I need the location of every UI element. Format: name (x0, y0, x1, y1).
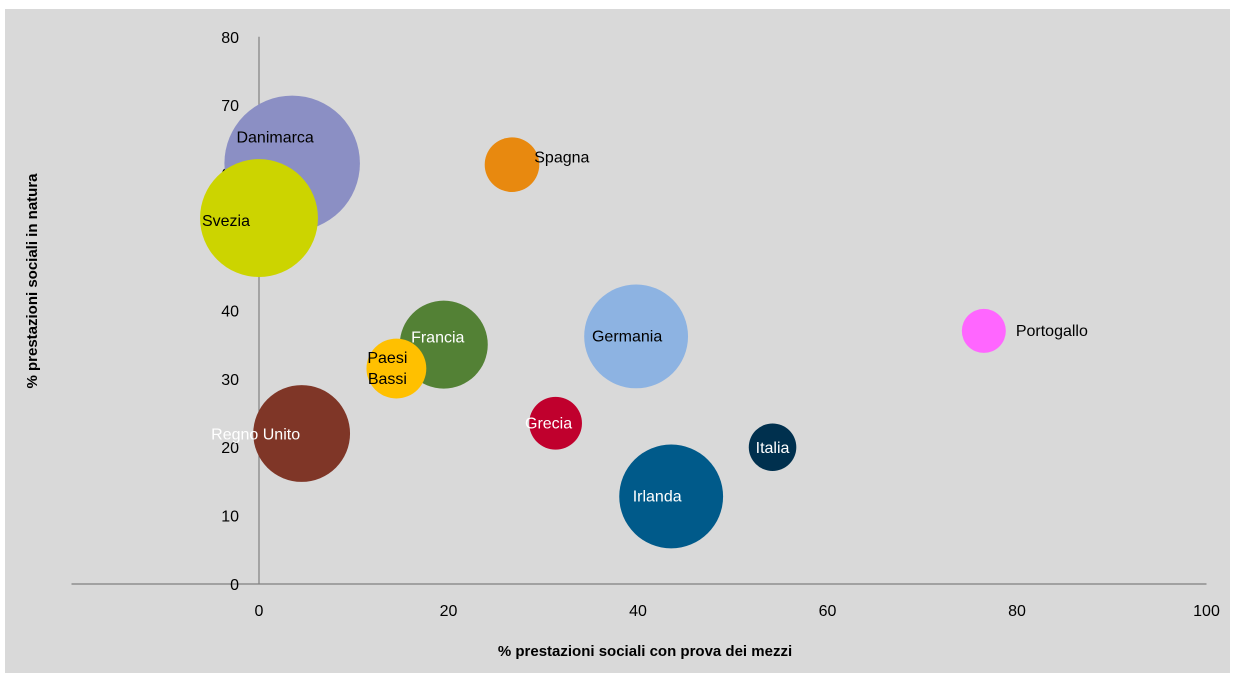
bubbles (200, 95, 1006, 549)
x-tick-label: 100 (1193, 603, 1220, 620)
y-tick-label: 20 (221, 440, 239, 457)
bubble-chart: 02040608010001020304050607080 DanimarcaS… (24, 30, 1220, 660)
label-danimarca: Danimarca (236, 129, 313, 146)
y-tick-label: 40 (221, 303, 239, 320)
x-tick-label: 0 (255, 603, 264, 620)
y-tick-label: 80 (221, 30, 239, 47)
label-spagna: Spagna (534, 150, 589, 167)
label-irlanda: Irlanda (633, 488, 682, 505)
x-tick-label: 60 (819, 603, 837, 620)
x-tick-label: 40 (629, 603, 647, 620)
bubble-svezia (200, 159, 318, 278)
chart-area: 02040608010001020304050607080 DanimarcaS… (5, 9, 1230, 673)
bubble-portogallo (961, 308, 1006, 353)
label-regno-unito: Regno Unito (211, 427, 300, 444)
y-tick-label: 10 (221, 509, 239, 526)
y-axis-title: % prestazioni sociali in natura (24, 173, 41, 389)
label-paesi-bassi: Paesi Bassi (367, 350, 407, 388)
label-italia: Italia (756, 440, 790, 457)
x-tick-label: 80 (1008, 603, 1026, 620)
bubble-grecia (529, 396, 582, 450)
x-tick-label: 20 (440, 603, 458, 620)
label-portogallo: Portogallo (1016, 323, 1088, 340)
bubble-paesi-bassi (366, 338, 427, 399)
y-tick-label: 30 (221, 372, 239, 389)
label-francia: Francia (411, 330, 464, 347)
bubble-spagna (484, 137, 540, 192)
axes: 02040608010001020304050607080 (71, 30, 1220, 620)
bubble-italia (748, 423, 797, 471)
x-axis-title: % prestazioni sociali con prova dei mezz… (498, 643, 792, 660)
label-germania: Germania (592, 328, 662, 345)
bubble-regno-unito (253, 385, 351, 482)
bubble-irlanda (619, 444, 724, 549)
bubble-germania (584, 284, 689, 389)
label-grecia: Grecia (525, 415, 572, 432)
label-svezia: Svezia (202, 213, 250, 230)
y-tick-label: 70 (221, 98, 239, 115)
y-tick-label: 0 (230, 577, 239, 594)
